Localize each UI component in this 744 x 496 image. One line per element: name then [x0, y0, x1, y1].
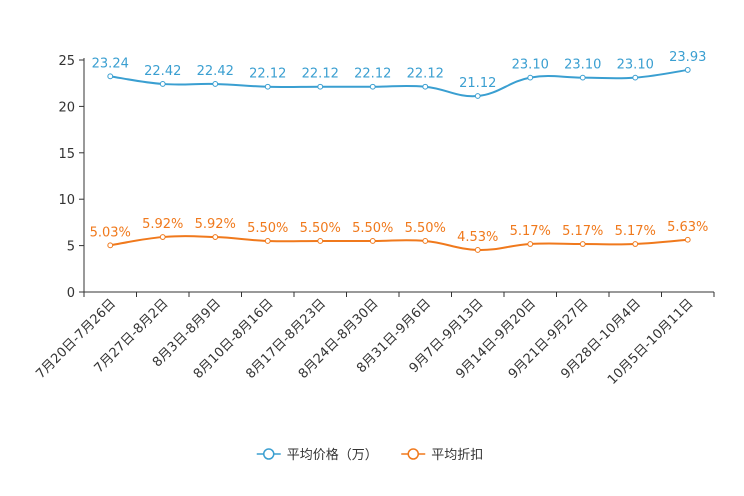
data-label: 22.12 — [249, 67, 286, 82]
data-label: 4.53% — [457, 230, 498, 245]
data-point — [684, 236, 691, 243]
data-label: 5.92% — [142, 217, 183, 232]
data-label: 5.50% — [352, 221, 393, 236]
data-label: 5.63% — [667, 220, 708, 235]
data-label: 5.03% — [90, 225, 131, 240]
data-label: 22.12 — [407, 67, 444, 82]
data-point — [474, 93, 481, 99]
data-point — [159, 81, 166, 87]
data-point — [632, 74, 639, 81]
data-label: 23.10 — [564, 58, 601, 73]
data-label: 5.50% — [247, 221, 288, 236]
data-label: 23.24 — [92, 56, 129, 71]
data-label: 22.42 — [197, 64, 234, 79]
data-point — [684, 67, 691, 73]
y-tick-label: 15 — [58, 147, 75, 162]
data-label: 5.17% — [510, 224, 551, 239]
data-point — [527, 241, 534, 247]
data-point — [264, 238, 271, 244]
series-layer — [107, 67, 691, 253]
series-line-2 — [110, 235, 688, 251]
data-point — [212, 234, 219, 240]
data-point — [159, 234, 166, 240]
data-labels: 23.24 22.42 22.42 22.12 22.12 22.12 22.12 21.12… — [90, 50, 709, 245]
data-point — [632, 241, 639, 247]
data-point — [212, 81, 219, 87]
data-point — [317, 238, 324, 244]
legend: 平均价格（万） 平均折扣 — [256, 447, 483, 463]
data-point — [422, 238, 429, 244]
data-point — [369, 83, 376, 90]
data-label: 23.10 — [617, 58, 654, 73]
data-point — [474, 247, 481, 253]
data-label: 5.92% — [195, 217, 236, 232]
data-label: 23.93 — [669, 50, 706, 65]
data-point — [579, 241, 586, 247]
data-point — [317, 83, 324, 90]
legend-marker-2 — [407, 448, 419, 460]
data-point — [107, 73, 114, 80]
data-label: 5.17% — [615, 224, 656, 239]
y-tick-label: 0 — [67, 286, 75, 301]
data-point — [369, 238, 376, 244]
data-point — [422, 83, 429, 90]
data-point — [527, 74, 534, 81]
y-tick-label: 25 — [58, 54, 75, 69]
data-label: 23.10 — [512, 58, 549, 73]
data-point — [264, 83, 271, 90]
y-tick-label: 20 — [58, 100, 75, 115]
data-label: 22.12 — [354, 67, 391, 82]
y-tick-label: 10 — [58, 193, 75, 208]
data-label: 5.50% — [405, 221, 446, 236]
y-tick-label: 5 — [67, 240, 75, 255]
legend-marker-1 — [263, 448, 275, 460]
data-label: 22.42 — [144, 64, 181, 79]
data-point — [579, 74, 586, 81]
data-label: 22.12 — [302, 67, 339, 82]
data-point — [107, 242, 114, 249]
data-label: 21.12 — [459, 76, 496, 91]
legend-label-1: 平均价格（万） — [287, 447, 378, 463]
legend-label-2: 平均折扣 — [431, 448, 483, 463]
series-line-1 — [110, 68, 688, 98]
data-label: 5.50% — [300, 221, 341, 236]
data-label: 5.17% — [562, 224, 603, 239]
